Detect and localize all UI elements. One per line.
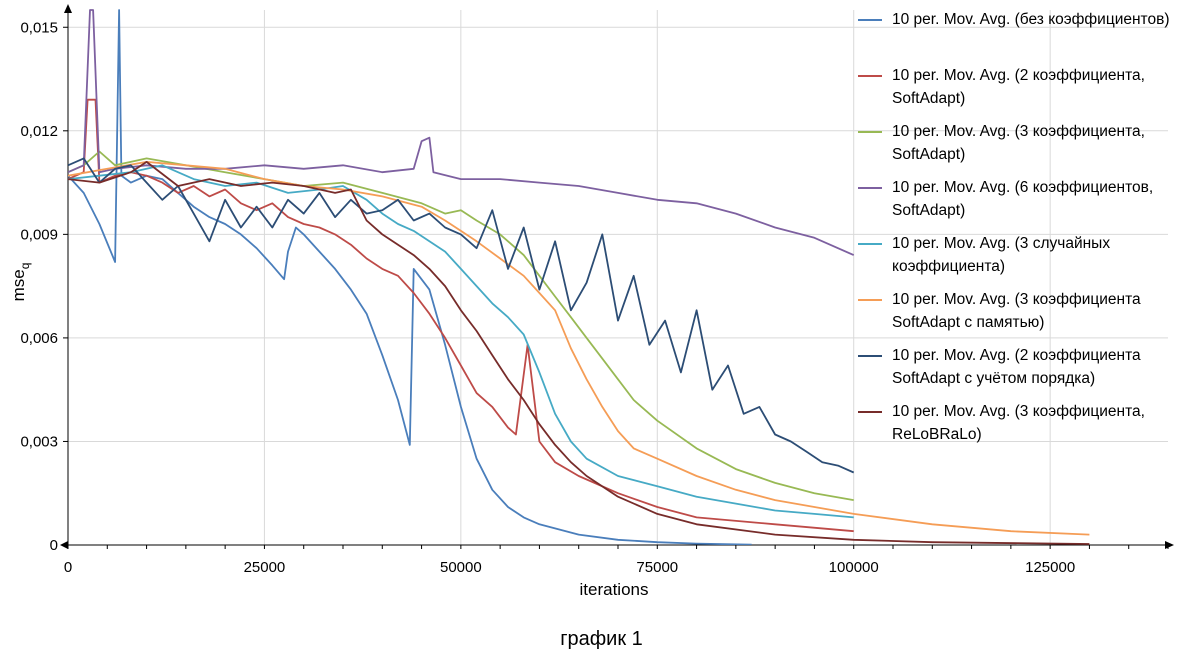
legend-swatch — [858, 411, 882, 413]
x-tick-label: 100000 — [829, 559, 879, 576]
legend-item: 10 per. Mov. Avg. (2 коэффициента, SoftA… — [858, 64, 1197, 110]
legend-swatch — [858, 131, 882, 133]
legend-swatch — [858, 75, 882, 77]
y-tick-label: 0,003 — [20, 433, 58, 450]
legend-label: 10 per. Mov. Avg. (6 коэффициентов, Soft… — [892, 179, 1154, 219]
legend-item: 10 per. Mov. Avg. (3 коэффициента, SoftA… — [858, 120, 1197, 166]
legend-item: 10 per. Mov. Avg. (3 случайных коэффицие… — [858, 232, 1197, 278]
axes — [60, 4, 1174, 549]
legend-swatch — [858, 355, 882, 357]
series-line-6 — [68, 160, 1090, 536]
series-line-4 — [68, 9, 855, 256]
y-tick-label: 0,009 — [20, 226, 58, 243]
legend-item: 10 per. Mov. Avg. (без коэффициентов) — [858, 8, 1197, 31]
x-tick-label: 0 — [64, 559, 72, 576]
tick-labels: 0 25000 50000 75000 100000 125000 0 0,003 0,006 0… — [20, 19, 1075, 576]
y-axis-title: mseq — [9, 263, 32, 302]
series-line-8 — [68, 160, 1090, 545]
x-tick-label: 50000 — [440, 559, 482, 576]
legend-swatch — [858, 299, 882, 301]
y-axis-title-subscript: q — [18, 263, 32, 270]
y-tick-label: 0,012 — [20, 123, 58, 140]
x-tick-label: 75000 — [636, 559, 678, 576]
y-tick-label: 0,015 — [20, 19, 58, 36]
legend-item: 10 per. Mov. Avg. (2 коэффициента SoftAd… — [858, 344, 1197, 390]
series-lines — [68, 9, 1090, 545]
y-tick-label: 0 — [50, 537, 58, 554]
legend-swatch — [858, 187, 882, 189]
legend-label: 10 per. Mov. Avg. (3 коэффициента, ReLoB… — [892, 403, 1145, 443]
x-tick-label: 125000 — [1025, 559, 1075, 576]
figure-caption: график 1 — [560, 628, 643, 650]
series-line-2 — [68, 98, 854, 533]
legend-item: 10 per. Mov. Avg. (6 коэффициентов, Soft… — [858, 176, 1197, 222]
x-axis-title: iterations — [580, 580, 649, 599]
x-tick-label: 25000 — [244, 559, 286, 576]
legend-item: 10 per. Mov. Avg. (3 коэффициента, ReLoB… — [858, 400, 1197, 446]
legend-label: 10 per. Mov. Avg. (3 случайных коэффицие… — [892, 235, 1111, 275]
legend-label: 10 per. Mov. Avg. (2 коэффициента SoftAd… — [892, 347, 1141, 387]
legend-label: 10 per. Mov. Avg. (3 коэффициента, SoftA… — [892, 123, 1145, 163]
y-axis-arrow — [64, 4, 72, 13]
gridlines — [68, 10, 1168, 545]
series-line-1 — [68, 9, 752, 545]
legend-label: 10 per. Mov. Avg. (2 коэффициента, SoftA… — [892, 67, 1145, 107]
legend-label: 10 per. Mov. Avg. (3 коэффициента SoftAd… — [892, 291, 1141, 331]
series-line-5 — [68, 164, 854, 519]
legend-swatch — [858, 19, 882, 21]
y-tick-label: 0,006 — [20, 330, 58, 347]
x-axis-arrow — [1165, 541, 1174, 549]
legend-label: 10 per. Mov. Avg. (без коэффициентов) — [892, 11, 1170, 28]
series-line-7 — [68, 157, 855, 474]
y-axis-title-main: mse — [9, 269, 28, 301]
legend-item: 10 per. Mov. Avg. (3 коэффициента SoftAd… — [858, 288, 1197, 334]
legend-swatch — [858, 243, 882, 245]
